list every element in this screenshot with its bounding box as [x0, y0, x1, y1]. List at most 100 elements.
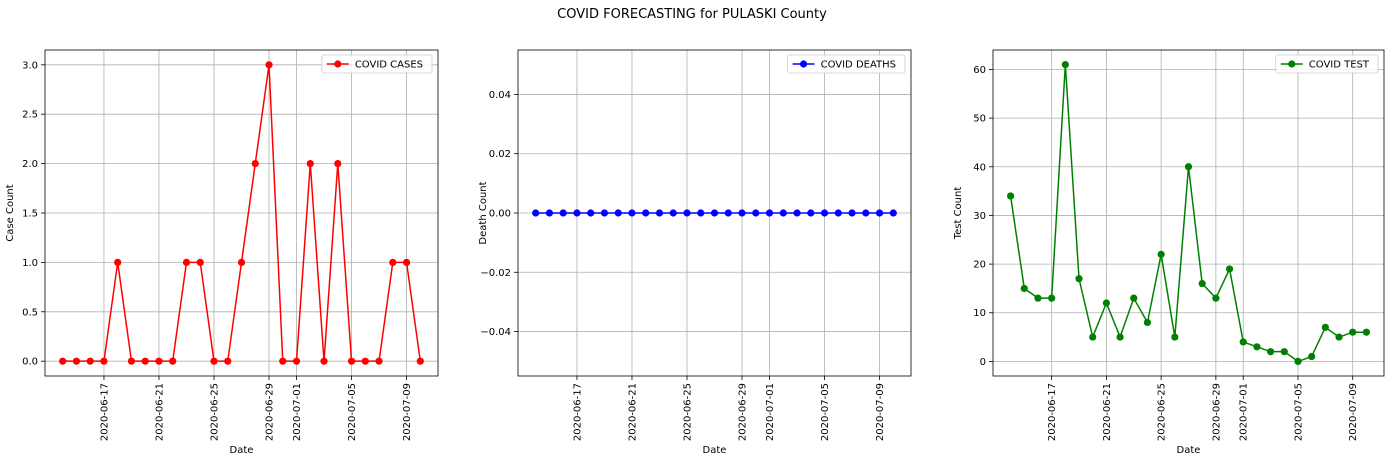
y-tick-label: 30 — [973, 211, 986, 222]
data-point — [1349, 328, 1357, 336]
y-tick-label: 40 — [973, 162, 986, 173]
data-point — [710, 209, 719, 217]
data-point — [306, 160, 314, 168]
legend-label: COVID CASES — [355, 60, 423, 71]
panels: 0.0 0.5 1.0 1.5 2.0 2.5 3.0 2020-06-17 2020-06-2… — [5, 49, 1385, 456]
data-point — [127, 357, 136, 365]
data-point — [1294, 357, 1302, 366]
y-tick-label: 0.04 — [489, 90, 511, 101]
legend: COVID TEST — [1275, 54, 1379, 74]
y-tick-label: 1.5 — [22, 209, 38, 220]
data-point — [628, 209, 636, 217]
data-point — [334, 160, 342, 168]
data-point — [224, 357, 232, 365]
axes-frame — [44, 49, 439, 377]
x-tick-label: 2020-07-05 — [347, 383, 358, 441]
data-point — [196, 258, 204, 266]
legend-box — [1275, 54, 1379, 74]
x-tick-label: 2020-06-21 — [154, 383, 165, 441]
data-point — [862, 209, 870, 217]
legend-label: COVID TEST — [1309, 60, 1370, 71]
data-point — [100, 357, 108, 365]
data-point — [532, 209, 540, 217]
x-tick-label: 2020-06-21 — [627, 383, 638, 441]
data-point — [1239, 338, 1247, 346]
data-point — [320, 357, 328, 365]
x-tick-label: 2020-07-01 — [1239, 383, 1250, 441]
x-tick-label: 2020-07-01 — [765, 383, 776, 441]
x-tick-label: 2020-07-09 — [875, 383, 886, 441]
data-point — [807, 209, 815, 217]
y-axis-label: Test Count — [953, 187, 964, 241]
data-point — [587, 209, 595, 217]
data-point — [347, 357, 356, 365]
data-point — [779, 209, 787, 217]
data-point — [669, 209, 677, 217]
data-point — [237, 258, 246, 266]
data-point — [402, 258, 411, 266]
y-tick-label: 10 — [973, 308, 986, 319]
y-tick-label: 2.5 — [22, 110, 38, 121]
y-axis-label: Death Count — [478, 181, 489, 244]
data-point — [1280, 348, 1288, 356]
x-tick-label: 2020-06-21 — [1102, 383, 1113, 441]
data-point — [210, 357, 218, 365]
data-point — [889, 209, 897, 217]
legend-box — [321, 54, 433, 74]
data-point — [1061, 60, 1069, 69]
data-point — [1020, 284, 1028, 293]
y-tick-label: 20 — [973, 260, 986, 271]
data-point — [1198, 279, 1206, 288]
data-point — [1143, 318, 1152, 327]
data-point — [292, 357, 301, 365]
y-tick-label: 3.0 — [22, 60, 38, 71]
data-point — [1212, 294, 1220, 302]
data-point — [724, 209, 732, 217]
legend-label: COVID DEATHS — [821, 60, 896, 71]
data-point — [59, 357, 67, 365]
data-point — [1362, 328, 1371, 336]
data-point — [251, 160, 259, 168]
y-tick-label: 0.0 — [22, 357, 38, 368]
data-point — [72, 357, 81, 365]
data-point — [875, 209, 884, 217]
x-tick-label: 2020-06-29 — [738, 383, 749, 441]
legend-box — [787, 54, 906, 74]
data-point — [614, 209, 622, 217]
data-point — [697, 209, 705, 217]
data-point — [752, 209, 760, 217]
y-tick-label: 0.00 — [489, 209, 511, 220]
legend-marker — [1288, 60, 1296, 68]
data-point — [683, 209, 691, 217]
legend-marker — [799, 60, 808, 68]
y-tick-label: 2.0 — [22, 159, 38, 170]
x-tick-label: 2020-07-09 — [1348, 383, 1359, 441]
y-tick-label: 60 — [973, 65, 986, 76]
figure-suptitle: COVID FORECASTING for PULASKI County — [557, 7, 827, 22]
y-tick-label: 1.0 — [22, 258, 38, 269]
data-point — [361, 357, 369, 365]
y-tick-label: 0 — [980, 357, 986, 368]
data-point — [1267, 348, 1275, 356]
axes-frame — [517, 49, 912, 377]
chart-panel-3: 0 10 20 30 40 50 60 2020-06-17 2020-06-21 2020-06… — [953, 49, 1385, 456]
data-point — [1253, 343, 1261, 351]
data-point — [1102, 299, 1110, 307]
data-point — [1308, 352, 1316, 361]
y-tick-label: 0.02 — [489, 149, 511, 160]
y-tick-label: 50 — [973, 114, 986, 125]
chart-panel-2: −0.04 −0.02 0.00 0.02 0.04 2020-06-17 2020-06-… — [478, 49, 912, 456]
y-tick-label: 0.5 — [22, 307, 38, 318]
x-tick-label: 2020-06-17 — [572, 383, 583, 441]
x-tick-label: 2020-06-17 — [1047, 383, 1058, 441]
y-tick-label: −0.02 — [480, 268, 511, 279]
data-point — [1321, 323, 1329, 331]
data-point — [793, 209, 801, 217]
data-point — [265, 61, 273, 69]
data-point — [389, 258, 397, 266]
legend: COVID DEATHS — [787, 54, 906, 74]
data-point — [573, 209, 581, 217]
data-point — [765, 209, 774, 217]
